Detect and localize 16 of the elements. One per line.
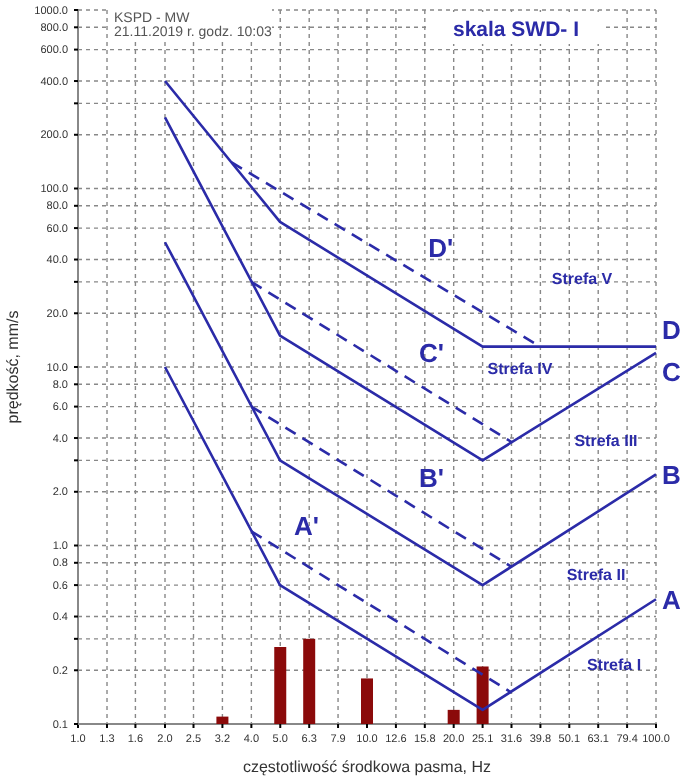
series-label: A (662, 585, 682, 616)
x-axis-title: częstotliwość środkowa pasma, Hz (242, 758, 492, 776)
series-label: B' (418, 462, 444, 493)
annotation: Strefa V (551, 270, 614, 288)
annotation: Strefa IV (487, 360, 554, 378)
series-label: C (662, 356, 682, 387)
series-label: D (662, 314, 681, 345)
series-label: D' (428, 232, 454, 263)
annotation: Strefa III (574, 432, 638, 450)
series-label: A' (294, 510, 320, 541)
annotation: Strefa I (586, 656, 642, 674)
y-axis-title: prędkość, mm/s (4, 310, 22, 424)
series-label: C' (418, 337, 444, 368)
annotation: skala SWD- I (452, 18, 580, 42)
series-label: B (662, 460, 681, 491)
annotation: Strefa II (566, 566, 626, 584)
